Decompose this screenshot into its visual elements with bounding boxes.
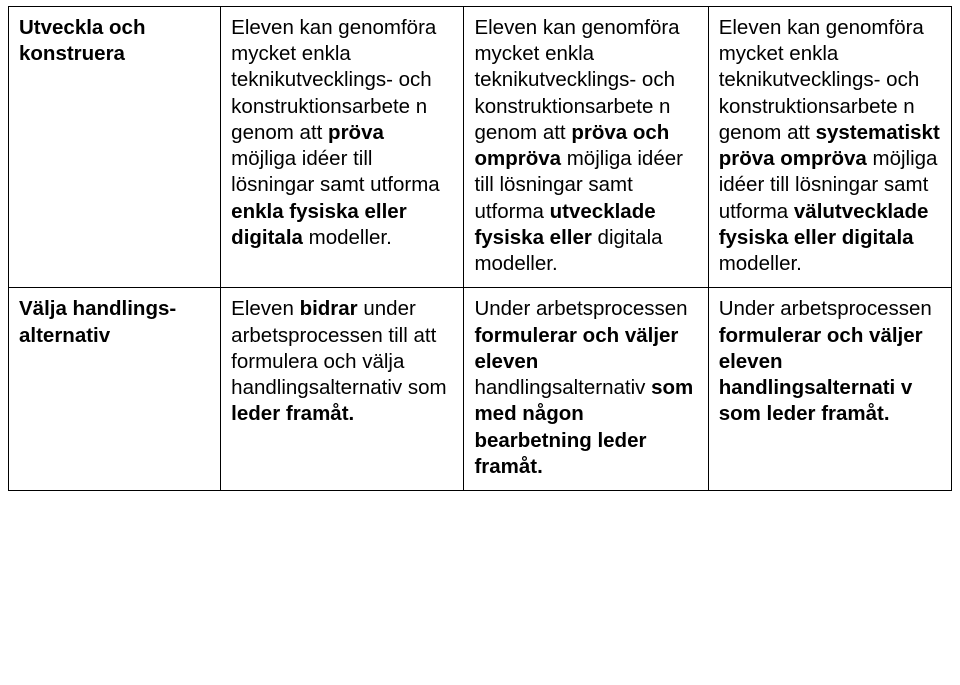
row-label: Utveckla och konstruera xyxy=(9,7,221,288)
cell: Under arbetsprocessen formulerar och väl… xyxy=(464,288,708,491)
cell: Eleven kan genomföra mycket enkla teknik… xyxy=(464,7,708,288)
cell: Under arbetsprocessen formulerar och väl… xyxy=(708,288,951,491)
table-row: Välja handlings- alternativ Eleven bidra… xyxy=(9,288,952,491)
page-sheet: Utveckla och konstruera Eleven kan genom… xyxy=(0,0,960,685)
row-label: Välja handlings- alternativ xyxy=(9,288,221,491)
criteria-table: Utveckla och konstruera Eleven kan genom… xyxy=(8,6,952,491)
table-row: Utveckla och konstruera Eleven kan genom… xyxy=(9,7,952,288)
cell: Eleven bidrar under arbetsprocessen till… xyxy=(221,288,464,491)
table-body: Utveckla och konstruera Eleven kan genom… xyxy=(9,7,952,491)
cell: Eleven kan genomföra mycket enkla teknik… xyxy=(708,7,951,288)
cell: Eleven kan genomföra mycket enkla teknik… xyxy=(221,7,464,288)
